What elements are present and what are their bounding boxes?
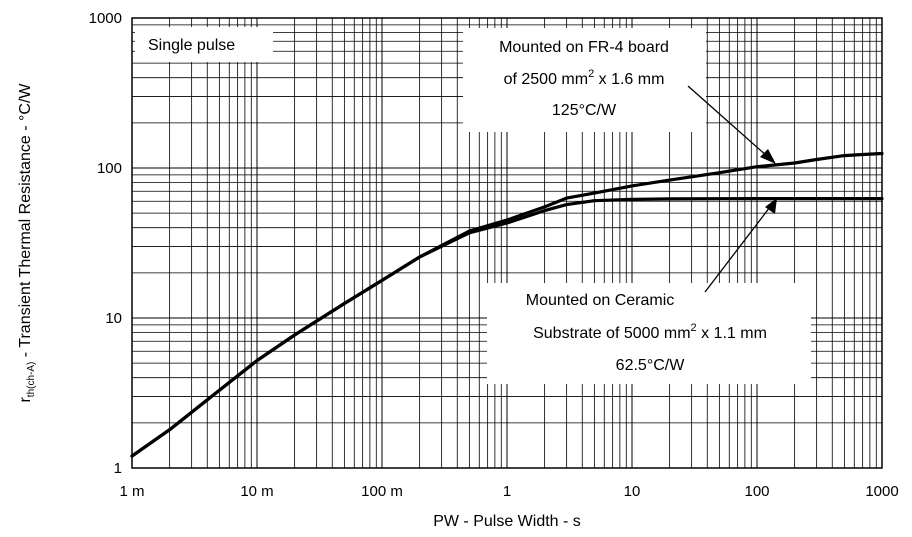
x-tick-label: 100 — [744, 483, 769, 500]
ceramic-label-line3: 62.5°C/W — [616, 357, 686, 374]
ceramic-arrow-head — [765, 198, 777, 214]
arrows — [687, 85, 777, 293]
y-axis-title-symbol: r — [17, 397, 34, 403]
plot-frame — [131, 17, 883, 469]
y-tick-label: 10 — [105, 310, 122, 327]
series — [130, 151, 884, 458]
series-line-2 — [130, 197, 884, 458]
ceramic-annotation-box — [487, 283, 811, 384]
x-tick-label: 100 m — [361, 483, 403, 500]
fr4-arrow-line — [687, 85, 769, 158]
fr4-annotation-box — [463, 28, 706, 132]
ceramic-arrow-line — [704, 206, 771, 293]
single-pulse-label: Single pulse — [148, 37, 235, 54]
fr4-label-line2-end: x 1.6 mm — [594, 71, 664, 88]
y-tick-label: 1000 — [89, 10, 122, 27]
y-tick-label: 1 — [114, 460, 122, 477]
fr4-label-line2: of 2500 mm2 x 1.6 mm — [504, 68, 665, 88]
x-tick-label: 1 — [503, 483, 511, 500]
y-axis-title-rest: - Transient Thermal Resistance - °C/W — [17, 83, 34, 362]
x-tick-label: 10 m — [240, 483, 273, 500]
x-tick-label: 10 — [624, 483, 641, 500]
single-pulse-box — [135, 27, 273, 62]
fr4-label-line2-superscript: 2 — [588, 68, 594, 80]
fr4-label-line1: Mounted on FR-4 board — [499, 39, 669, 56]
x-tick-label: 1 m — [119, 483, 144, 500]
fr4-label-line2-main: of 2500 mm — [504, 71, 588, 88]
ceramic-label-line2-end: x 1.1 mm — [697, 325, 767, 342]
x-axis-title: PW - Pulse Width - s — [433, 513, 581, 530]
fr4-label-line3: 125°C/W — [552, 102, 617, 119]
y-axis-title: rth(ch-A) - Transient Thermal Resistance… — [17, 83, 37, 403]
x-tick-labels: 1 m 10 m 100 m 1 10 100 1000 — [119, 483, 898, 500]
x-tick-label: 1000 — [865, 483, 898, 500]
ceramic-label-line1: Mounted on Ceramic — [526, 292, 675, 309]
y-tick-labels: 1 10 100 1000 — [89, 10, 122, 477]
y-axis-title-subscript: th(ch-A) — [26, 362, 37, 398]
ceramic-label-line2-superscript: 2 — [691, 322, 697, 334]
ceramic-label-line2-main: Substrate of 5000 mm — [533, 325, 690, 342]
y-tick-label: 100 — [97, 160, 122, 177]
annotation-boxes — [135, 27, 811, 384]
ceramic-label-line2: Substrate of 5000 mm2 x 1.1 mm — [533, 322, 767, 342]
fr4-arrow-head — [760, 149, 776, 164]
